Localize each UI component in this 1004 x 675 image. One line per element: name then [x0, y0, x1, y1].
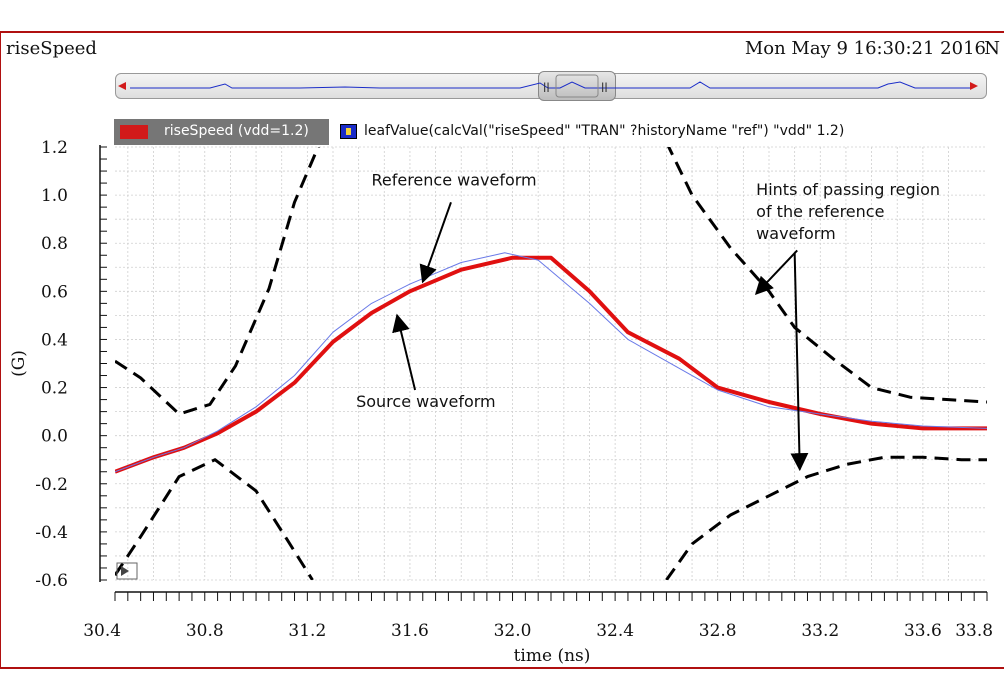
annotation-group: Reference waveform Source waveform Hints o…	[356, 170, 940, 472]
grid-lines	[115, 146, 987, 581]
signal-title: riseSpeed	[6, 38, 97, 59]
lock-icon	[340, 124, 357, 139]
x-tick-label: 33.8	[955, 621, 993, 641]
top-border	[0, 31, 1004, 33]
annotation-text: Hints of passing region	[756, 180, 940, 199]
legend-label: riseSpeed (vdd=1.2)	[164, 123, 309, 139]
red-swatch-icon	[120, 125, 148, 139]
annotation-text: Source waveform	[356, 392, 496, 411]
series-line-3	[115, 458, 314, 580]
series-line-5	[665, 455, 987, 580]
legend-item-reference[interactable]: leafValue(calcVal("riseSpeed" "TRAN" ?hi…	[338, 119, 958, 145]
y-tick-label: 1.0	[41, 186, 68, 206]
right-arrow-icon	[970, 82, 978, 90]
edge-char: N	[984, 38, 1000, 59]
x-tick-label: 32.4	[596, 621, 634, 641]
x-axis-title: time (ns)	[514, 646, 591, 666]
y-tick-label: -0.6	[35, 571, 68, 591]
play-icon	[121, 566, 129, 576]
y-tick-label: 0.2	[41, 379, 68, 399]
x-tick-label: 30.4	[83, 621, 121, 641]
window-frame	[0, 33, 1004, 667]
series-line-0	[115, 255, 987, 474]
y-tick-label: 0.6	[41, 282, 68, 302]
annotation-text: waveform	[756, 224, 836, 243]
x-tick-label: 33.2	[801, 621, 839, 641]
annotation-text: of the reference	[756, 202, 884, 221]
annotation-arrow	[419, 201, 452, 284]
axes: 30.4 30.8 31.2 31.6 32.0 32.4 32.8 33.2 33.6 33.8…	[9, 138, 993, 666]
annotation-arrow	[392, 313, 417, 391]
left-arrow-icon	[118, 82, 126, 90]
thumb-grip-left: ll	[543, 81, 550, 95]
annotation-arrow	[790, 252, 809, 472]
series-line-4	[667, 147, 987, 404]
bottom-border	[0, 667, 1004, 669]
thumb-grip-right: ll	[601, 81, 608, 95]
x-tick-label: 32.0	[494, 621, 532, 641]
x-tick-label: 32.8	[699, 621, 737, 641]
x-tick-label: 30.8	[186, 621, 224, 641]
y-tick-label: 0.4	[41, 330, 68, 350]
series-line-1	[115, 252, 987, 473]
thumb-window	[555, 74, 599, 98]
x-tick-label: 31.2	[288, 621, 326, 641]
y-axis-title: (G)	[9, 350, 29, 377]
x-tick-label: 33.6	[904, 621, 942, 641]
y-tick-label: 0.0	[41, 427, 68, 447]
annotation-arrow	[754, 249, 798, 296]
legend-label: leafValue(calcVal("riseSpeed" "TRAN" ?hi…	[364, 123, 845, 139]
y-tick-label: 0.8	[41, 234, 68, 254]
annotation-text: Reference waveform	[371, 170, 536, 189]
y-tick-label: -0.2	[35, 475, 68, 495]
x-tick-label: 31.6	[391, 621, 429, 641]
legend-item-source[interactable]: riseSpeed (vdd=1.2)	[114, 119, 329, 145]
series-group	[115, 147, 987, 580]
zoom-box-icon	[116, 562, 138, 580]
timestamp: Mon May 9 16:30:21 2016	[744, 38, 986, 59]
overview-thumb[interactable]	[538, 71, 616, 101]
overview-waveform: ll ll	[118, 74, 978, 98]
series-line-2	[115, 147, 320, 416]
y-tick-label: 1.2	[41, 138, 68, 158]
y-tick-label: -0.4	[35, 523, 68, 543]
